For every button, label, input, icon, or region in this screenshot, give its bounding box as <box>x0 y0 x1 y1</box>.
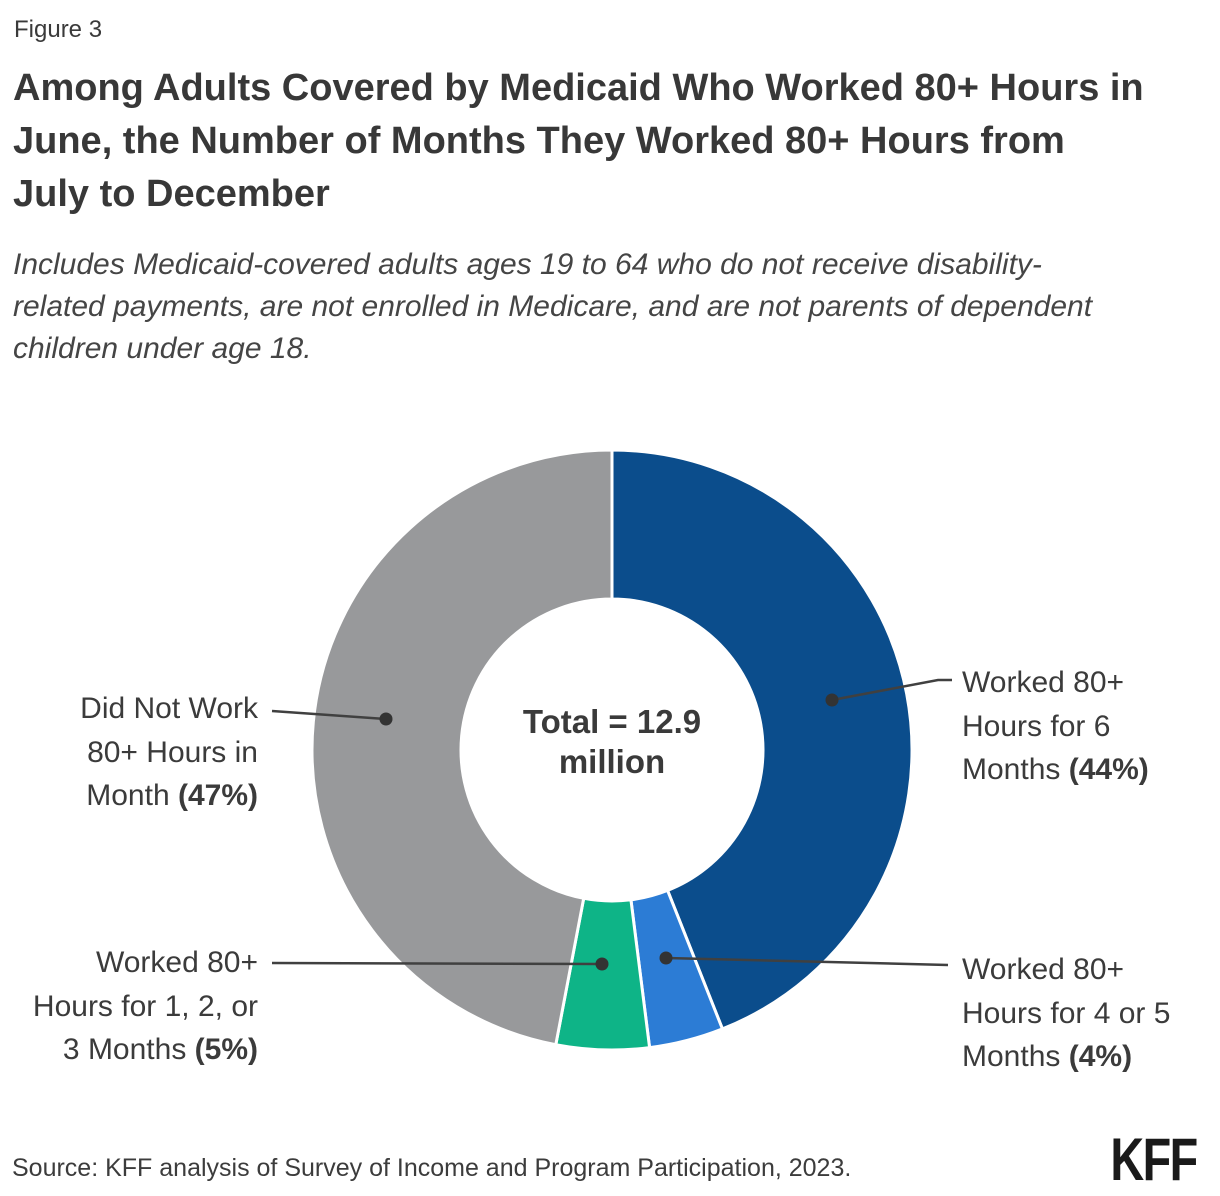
kff-logo: KFF <box>1110 1126 1199 1193</box>
total-line-1: Total = 12.9 <box>522 703 702 740</box>
leader-dot-did-not-work <box>379 712 393 726</box>
callout-did-not-work: Did Not Work 80+ Hours in Month (47%) <box>80 692 258 812</box>
pct-4-5-months: (4%) <box>1068 1040 1133 1073</box>
donut-slice-1 <box>610 448 914 1031</box>
chart-title-line-1: Among Adults Covered by Medicaid Who Wor… <box>13 67 1144 109</box>
leader-dot-4-5-months <box>659 951 673 965</box>
leader-line-6-months <box>831 678 952 702</box>
leader-dot-1-2-3-months <box>595 957 609 971</box>
chart-subtitle-line-3: children under age 18. <box>13 332 312 365</box>
chart-subtitle: Includes Medicaid-covered adults ages 19… <box>13 244 1092 370</box>
callout-1-2-3-months: Worked 80+ Hours for 1, 2, or 3 Months (… <box>32 946 258 1066</box>
chart-title-line-2: June, the Number of Months They Worked 8… <box>13 120 1065 162</box>
pct-1-2-3-months: (5%) <box>194 1033 258 1066</box>
donut-center-total-label: Total = 12.9 million <box>412 702 812 782</box>
donut-slice-4 <box>310 448 614 1047</box>
chart-title-line-3: July to December <box>13 173 330 215</box>
leader-dots <box>379 693 839 971</box>
callout-6-months: Worked 80+ Hours for 6 Months (44%) <box>962 666 1149 786</box>
source-note: Source: KFF analysis of Survey of Income… <box>12 1154 852 1182</box>
figure-number-label: Figure 3 <box>14 16 103 43</box>
pct-did-not-work: (47%) <box>177 779 258 812</box>
leader-lines <box>271 678 952 967</box>
chart-title: Among Adults Covered by Medicaid Who Wor… <box>13 62 1144 221</box>
total-line-2: million <box>558 743 666 780</box>
pct-6-months: (44%) <box>1068 753 1149 786</box>
chart-subtitle-line-1: Includes Medicaid-covered adults ages 19… <box>13 248 1042 281</box>
chart-subtitle-line-2: related payments, are not enrolled in Me… <box>13 290 1093 323</box>
leader-line-4-5-months <box>665 956 949 967</box>
leader-dot-6-months <box>825 693 839 707</box>
leader-line-did-not-work <box>271 709 387 721</box>
leader-line-1-2-3-months <box>271 961 603 966</box>
donut-slices <box>310 448 914 1052</box>
callout-4-5-months: Worked 80+ Hours for 4 or 5 Months (4%) <box>962 953 1171 1073</box>
